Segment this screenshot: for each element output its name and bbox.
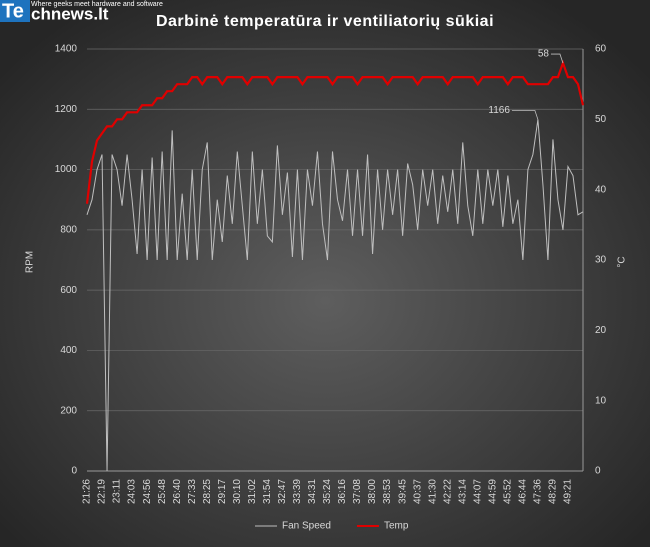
logo-a: Te (2, 0, 24, 22)
x-tick-label: 34:31 (307, 479, 318, 504)
x-tick-label: 49:21 (563, 479, 574, 504)
x-tick-label: 26:40 (172, 479, 183, 504)
series-line (86, 119, 584, 472)
x-tick-label: 45:52 (502, 479, 513, 504)
x-tick-label: 46:44 (518, 479, 529, 504)
logo-b: chnews.lt (31, 4, 109, 23)
label-leader (550, 53, 564, 64)
x-tick-label: 40:37 (412, 479, 423, 504)
y2-tick-label: 30 (595, 255, 607, 266)
series-line (85, 59, 585, 204)
y-tick-label: 1000 (55, 164, 78, 175)
x-tick-label: 47:36 (533, 479, 544, 504)
data-label: 1166 (488, 105, 510, 116)
x-tick-label: 44:07 (472, 479, 483, 504)
x-tick-label: 32:47 (277, 479, 288, 504)
legend-label: Fan Speed (282, 521, 331, 532)
y-tick-label: 0 (71, 466, 77, 477)
x-tick-label: 37:08 (352, 479, 363, 504)
x-tick-label: 35:24 (322, 479, 333, 504)
x-tick-label: 29:17 (217, 479, 228, 504)
x-tick-label: 27:33 (187, 479, 198, 504)
x-tick-label: 21:26 (82, 479, 93, 504)
y2-tick-label: 40 (595, 184, 607, 195)
x-tick-label: 38:00 (367, 479, 378, 504)
x-tick-label: 31:54 (262, 479, 273, 504)
x-tick-label: 39:45 (397, 479, 408, 504)
y2-tick-label: 60 (595, 44, 607, 55)
x-tick-label: 48:29 (548, 479, 559, 504)
y2-tick-label: 0 (595, 466, 601, 477)
y-tick-label: 600 (60, 285, 77, 296)
y-tick-label: 400 (60, 345, 77, 356)
logo-tagline: Where geeks meet hardware and software (31, 1, 163, 8)
x-tick-label: 23:11 (112, 479, 123, 504)
x-tick-label: 30:10 (232, 479, 243, 504)
y2-tick-label: 20 (595, 325, 607, 336)
x-tick-label: 38:53 (382, 479, 393, 504)
y2-axis-label: °C (617, 256, 628, 267)
x-tick-label: 44:59 (487, 479, 498, 504)
data-label: 58 (538, 49, 550, 60)
x-tick-label: 24:03 (127, 479, 138, 504)
legend-label: Temp (384, 521, 409, 532)
y-axis-label: RPM (25, 251, 36, 273)
y2-tick-label: 50 (595, 114, 607, 125)
x-tick-label: 28:25 (202, 479, 213, 504)
y-tick-label: 1400 (55, 44, 78, 55)
chart-title: Darbinė temperatūra ir ventiliatorių sūk… (156, 13, 494, 30)
label-leader (511, 110, 539, 120)
logo-box (0, 0, 30, 22)
x-tick-label: 43:14 (457, 479, 468, 504)
x-tick-label: 31:02 (247, 479, 258, 504)
x-tick-label: 42:22 (442, 479, 453, 504)
x-tick-label: 36:16 (337, 479, 348, 504)
x-tick-label: 33:39 (292, 479, 303, 504)
y-tick-label: 200 (60, 405, 77, 416)
x-tick-label: 25:48 (157, 479, 168, 504)
x-tick-label: 41:30 (427, 479, 438, 504)
y-tick-label: 1200 (55, 104, 78, 115)
y-tick-label: 800 (60, 224, 77, 235)
x-tick-label: 24:56 (142, 479, 153, 504)
x-tick-label: 22:19 (97, 479, 108, 504)
y2-tick-label: 10 (595, 395, 607, 406)
